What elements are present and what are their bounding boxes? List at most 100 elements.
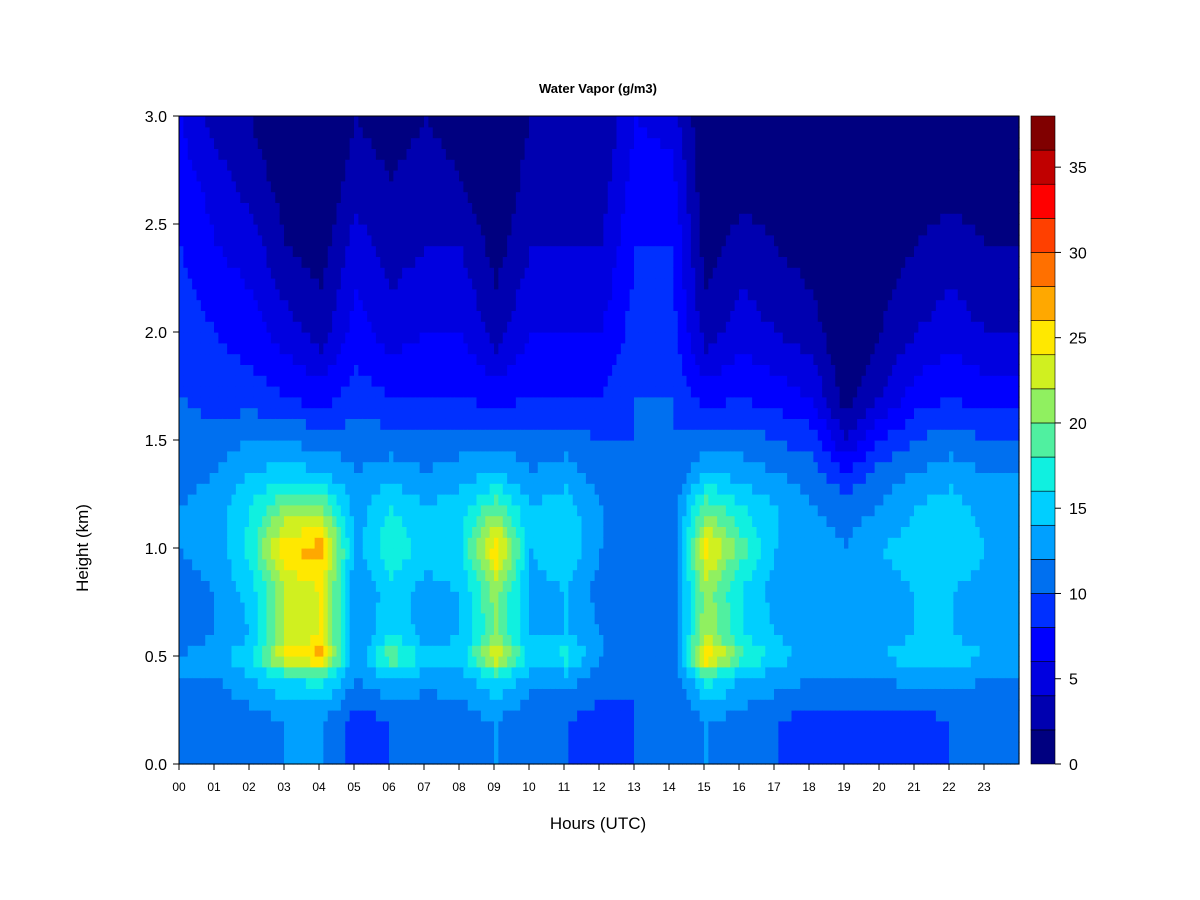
heatmap-cell: [349, 548, 355, 560]
heatmap-cell: [275, 472, 281, 484]
heatmap-cell: [257, 677, 263, 689]
heatmap-cell: [332, 591, 338, 603]
heatmap-cell: [467, 742, 473, 754]
heatmap-cell: [340, 461, 346, 473]
heatmap-cell: [235, 116, 241, 128]
heatmap-cell: [183, 515, 189, 527]
heatmap-cell: [524, 159, 530, 171]
heatmap-cell: [257, 591, 263, 603]
heatmap-cell: [257, 396, 263, 409]
heatmap-cell: [529, 407, 534, 419]
heatmap-cell: [428, 731, 434, 743]
heatmap-cell: [183, 245, 189, 257]
heatmap-cell: [459, 483, 464, 495]
heatmap-cell: [467, 558, 473, 571]
heatmap-cell: [332, 483, 338, 495]
heatmap-cell: [472, 720, 478, 733]
heatmap-cell: [336, 612, 342, 625]
heatmap-cell: [454, 364, 460, 376]
heatmap-cell: [384, 645, 390, 657]
heatmap-cell: [494, 558, 499, 571]
heatmap-cell: [476, 299, 482, 311]
heatmap-cell: [371, 580, 377, 592]
heatmap-cell: [240, 569, 246, 581]
heatmap-cell: [301, 332, 307, 344]
heatmap-cell: [349, 688, 355, 700]
heatmap-cell: [270, 450, 276, 463]
heatmap-cell: [200, 418, 206, 430]
heatmap-cell: [520, 321, 526, 333]
heatmap-cell: [183, 386, 189, 398]
heatmap-cell: [406, 515, 412, 527]
heatmap-cell: [476, 742, 482, 754]
heatmap-cell: [437, 731, 443, 743]
heatmap-cell: [266, 299, 272, 311]
heatmap-cell: [502, 472, 508, 484]
heatmap-cell: [445, 137, 451, 149]
heatmap-cell: [327, 234, 333, 247]
heatmap-cell: [476, 429, 482, 441]
heatmap-cell: [537, 504, 543, 517]
heatmap-cell: [235, 710, 241, 722]
heatmap-cell: [284, 612, 289, 625]
heatmap-cell: [288, 656, 294, 668]
heatmap-cell: [437, 202, 443, 214]
heatmap-cell: [349, 645, 355, 657]
heatmap-cell: [397, 472, 403, 484]
heatmap-cell: [393, 569, 399, 581]
heatmap-cell: [310, 602, 316, 614]
heatmap-cell: [262, 116, 268, 128]
heatmap-cell: [485, 202, 491, 214]
heatmap-cell: [406, 202, 412, 214]
heatmap-cell: [485, 310, 491, 322]
heatmap-cell: [288, 213, 294, 225]
heatmap-cell: [345, 418, 351, 430]
heatmap-cell: [249, 407, 254, 419]
heatmap-cell: [319, 396, 324, 409]
heatmap-cell: [384, 666, 390, 679]
heatmap-cell: [266, 288, 272, 301]
heatmap-cell: [524, 461, 530, 473]
heatmap-cell: [467, 170, 473, 182]
heatmap-cell: [231, 288, 237, 301]
heatmap-cell: [244, 645, 250, 657]
heatmap-cell: [187, 612, 193, 625]
heatmap-cell: [183, 396, 189, 409]
heatmap-cell: [432, 342, 438, 355]
heatmap-cell: [511, 288, 517, 301]
heatmap-cell: [187, 191, 193, 203]
heatmap-cell: [485, 623, 491, 635]
heatmap-cell: [205, 699, 211, 711]
heatmap-cell: [511, 461, 517, 473]
heatmap-cell: [384, 710, 390, 722]
heatmap-cell: [397, 526, 403, 538]
heatmap-cell: [498, 353, 504, 365]
heatmap-cell: [209, 440, 215, 452]
heatmap-cell: [227, 526, 233, 538]
heatmap-cell: [218, 720, 224, 733]
heatmap-cell: [537, 494, 543, 506]
heatmap-cell: [428, 602, 434, 614]
heatmap-cell: [345, 504, 351, 517]
heatmap-cell: [214, 234, 219, 247]
heatmap-cell: [323, 213, 329, 225]
heatmap-cell: [235, 677, 241, 689]
heatmap-cell: [494, 148, 499, 160]
heatmap-cell: [476, 180, 482, 193]
heatmap-cell: [410, 753, 416, 765]
heatmap-cell: [463, 634, 469, 646]
heatmap-cell: [327, 710, 333, 722]
heatmap-cell: [270, 645, 276, 657]
heatmap-cell: [305, 634, 311, 646]
heatmap-cell: [314, 191, 320, 203]
heatmap-cell: [375, 483, 381, 495]
heatmap-cell: [200, 191, 206, 203]
heatmap-cell: [214, 364, 219, 376]
heatmap-cell: [393, 180, 399, 193]
heatmap-cell: [262, 267, 268, 279]
heatmap-cell: [205, 440, 211, 452]
heatmap-cell: [480, 180, 486, 193]
heatmap-cell: [463, 666, 469, 679]
heatmap-cell: [192, 623, 198, 635]
heatmap-cell: [349, 116, 355, 128]
